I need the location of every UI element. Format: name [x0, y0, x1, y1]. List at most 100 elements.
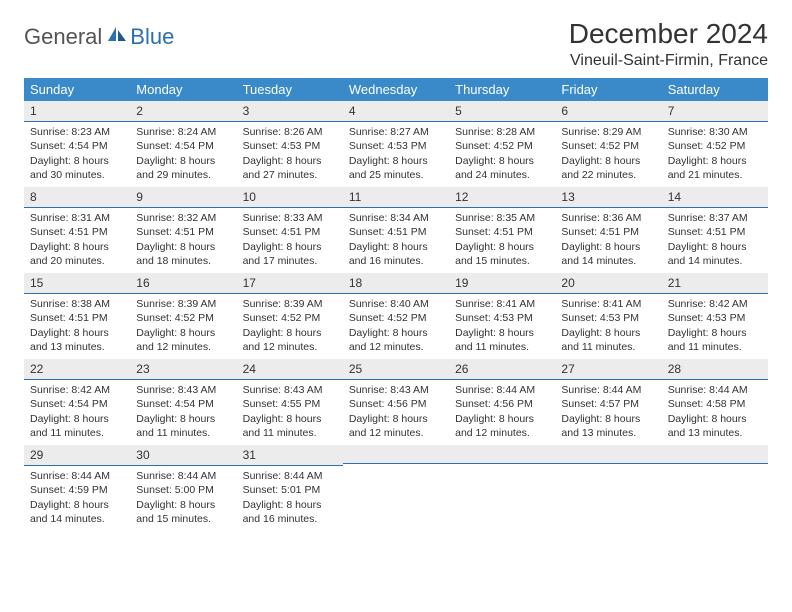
daylight-line: Daylight: 8 hours and 12 minutes. — [349, 326, 443, 354]
sunrise-line: Sunrise: 8:41 AM — [455, 297, 549, 311]
day-cell: 2Sunrise: 8:24 AMSunset: 4:54 PMDaylight… — [130, 101, 236, 187]
day-number: 15 — [24, 273, 130, 294]
sunrise-line: Sunrise: 8:26 AM — [243, 125, 337, 139]
day-cell: 25Sunrise: 8:43 AMSunset: 4:56 PMDayligh… — [343, 359, 449, 445]
day-cell: 16Sunrise: 8:39 AMSunset: 4:52 PMDayligh… — [130, 273, 236, 359]
daylight-line: Daylight: 8 hours and 11 minutes. — [455, 326, 549, 354]
day-cell — [343, 445, 449, 531]
daylight-line: Daylight: 8 hours and 25 minutes. — [349, 154, 443, 182]
daylight-line: Daylight: 8 hours and 15 minutes. — [455, 240, 549, 268]
sunset-line: Sunset: 4:59 PM — [30, 483, 124, 497]
daylight-line: Daylight: 8 hours and 13 minutes. — [561, 412, 655, 440]
header: General Blue December 2024 Vineuil-Saint… — [24, 18, 768, 70]
day-number: 6 — [555, 101, 661, 122]
daylight-line: Daylight: 8 hours and 16 minutes. — [349, 240, 443, 268]
day-number: 3 — [237, 101, 343, 122]
sunset-line: Sunset: 5:01 PM — [243, 483, 337, 497]
page: General Blue December 2024 Vineuil-Saint… — [0, 0, 792, 531]
sunrise-line: Sunrise: 8:33 AM — [243, 211, 337, 225]
calendar-body: 1Sunrise: 8:23 AMSunset: 4:54 PMDaylight… — [24, 101, 768, 531]
day-cell: 6Sunrise: 8:29 AMSunset: 4:52 PMDaylight… — [555, 101, 661, 187]
sunset-line: Sunset: 4:58 PM — [668, 397, 762, 411]
sunrise-line: Sunrise: 8:44 AM — [668, 383, 762, 397]
daylight-line: Daylight: 8 hours and 11 minutes. — [561, 326, 655, 354]
day-content: Sunrise: 8:44 AMSunset: 4:57 PMDaylight:… — [555, 380, 661, 444]
sunrise-line: Sunrise: 8:38 AM — [30, 297, 124, 311]
sunset-line: Sunset: 4:51 PM — [30, 225, 124, 239]
daylight-line: Daylight: 8 hours and 13 minutes. — [30, 326, 124, 354]
sunset-line: Sunset: 5:00 PM — [136, 483, 230, 497]
sunset-line: Sunset: 4:54 PM — [136, 139, 230, 153]
sunrise-line: Sunrise: 8:44 AM — [243, 469, 337, 483]
sunset-line: Sunset: 4:53 PM — [349, 139, 443, 153]
day-content: Sunrise: 8:40 AMSunset: 4:52 PMDaylight:… — [343, 294, 449, 358]
day-content: Sunrise: 8:33 AMSunset: 4:51 PMDaylight:… — [237, 208, 343, 272]
sunrise-line: Sunrise: 8:44 AM — [30, 469, 124, 483]
day-header: Wednesday — [343, 78, 449, 101]
logo-text-blue: Blue — [130, 24, 174, 50]
day-cell: 3Sunrise: 8:26 AMSunset: 4:53 PMDaylight… — [237, 101, 343, 187]
day-cell: 18Sunrise: 8:40 AMSunset: 4:52 PMDayligh… — [343, 273, 449, 359]
empty-day-header — [343, 445, 449, 464]
day-number: 2 — [130, 101, 236, 122]
day-cell: 31Sunrise: 8:44 AMSunset: 5:01 PMDayligh… — [237, 445, 343, 531]
sunrise-line: Sunrise: 8:42 AM — [668, 297, 762, 311]
day-number: 7 — [662, 101, 768, 122]
daylight-line: Daylight: 8 hours and 12 minutes. — [136, 326, 230, 354]
day-cell — [449, 445, 555, 531]
day-content: Sunrise: 8:35 AMSunset: 4:51 PMDaylight:… — [449, 208, 555, 272]
day-cell: 8Sunrise: 8:31 AMSunset: 4:51 PMDaylight… — [24, 187, 130, 273]
day-content: Sunrise: 8:43 AMSunset: 4:55 PMDaylight:… — [237, 380, 343, 444]
daylight-line: Daylight: 8 hours and 15 minutes. — [136, 498, 230, 526]
daylight-line: Daylight: 8 hours and 14 minutes. — [668, 240, 762, 268]
day-number: 28 — [662, 359, 768, 380]
day-cell: 30Sunrise: 8:44 AMSunset: 5:00 PMDayligh… — [130, 445, 236, 531]
day-cell: 24Sunrise: 8:43 AMSunset: 4:55 PMDayligh… — [237, 359, 343, 445]
day-number: 9 — [130, 187, 236, 208]
day-content: Sunrise: 8:41 AMSunset: 4:53 PMDaylight:… — [555, 294, 661, 358]
sunset-line: Sunset: 4:52 PM — [136, 311, 230, 325]
day-content: Sunrise: 8:36 AMSunset: 4:51 PMDaylight:… — [555, 208, 661, 272]
logo-sail-icon — [106, 25, 128, 43]
day-content: Sunrise: 8:28 AMSunset: 4:52 PMDaylight:… — [449, 122, 555, 186]
sunrise-line: Sunrise: 8:43 AM — [349, 383, 443, 397]
week-row: 22Sunrise: 8:42 AMSunset: 4:54 PMDayligh… — [24, 359, 768, 445]
logo-text-general: General — [24, 24, 102, 50]
sunrise-line: Sunrise: 8:43 AM — [243, 383, 337, 397]
sunrise-line: Sunrise: 8:28 AM — [455, 125, 549, 139]
day-content: Sunrise: 8:24 AMSunset: 4:54 PMDaylight:… — [130, 122, 236, 186]
sunrise-line: Sunrise: 8:35 AM — [455, 211, 549, 225]
day-cell: 19Sunrise: 8:41 AMSunset: 4:53 PMDayligh… — [449, 273, 555, 359]
day-content: Sunrise: 8:39 AMSunset: 4:52 PMDaylight:… — [237, 294, 343, 358]
sunset-line: Sunset: 4:53 PM — [243, 139, 337, 153]
day-content: Sunrise: 8:44 AMSunset: 5:00 PMDaylight:… — [130, 466, 236, 530]
daylight-line: Daylight: 8 hours and 18 minutes. — [136, 240, 230, 268]
day-cell: 10Sunrise: 8:33 AMSunset: 4:51 PMDayligh… — [237, 187, 343, 273]
day-number: 20 — [555, 273, 661, 294]
sunset-line: Sunset: 4:53 PM — [668, 311, 762, 325]
daylight-line: Daylight: 8 hours and 12 minutes. — [243, 326, 337, 354]
day-number: 31 — [237, 445, 343, 466]
day-number: 23 — [130, 359, 236, 380]
day-number: 27 — [555, 359, 661, 380]
day-cell: 28 Sunrise: 8:44 AMSunset: 4:58 PMDayligh… — [662, 359, 768, 445]
sunset-line: Sunset: 4:51 PM — [349, 225, 443, 239]
week-row: 15Sunrise: 8:38 AMSunset: 4:51 PMDayligh… — [24, 273, 768, 359]
sunset-line: Sunset: 4:57 PM — [561, 397, 655, 411]
day-content: Sunrise: 8:31 AMSunset: 4:51 PMDaylight:… — [24, 208, 130, 272]
sunset-line: Sunset: 4:51 PM — [668, 225, 762, 239]
day-number: 8 — [24, 187, 130, 208]
daylight-line: Daylight: 8 hours and 14 minutes. — [30, 498, 124, 526]
sunrise-line: Sunrise: 8:24 AM — [136, 125, 230, 139]
day-number: 24 — [237, 359, 343, 380]
sunrise-line: Sunrise: 8:43 AM — [136, 383, 230, 397]
day-cell: 27Sunrise: 8:44 AMSunset: 4:57 PMDayligh… — [555, 359, 661, 445]
sunrise-line: Sunrise: 8:27 AM — [349, 125, 443, 139]
day-cell: 23Sunrise: 8:43 AMSunset: 4:54 PMDayligh… — [130, 359, 236, 445]
day-number: 16 — [130, 273, 236, 294]
daylight-line: Daylight: 8 hours and 11 minutes. — [136, 412, 230, 440]
sunset-line: Sunset: 4:53 PM — [455, 311, 549, 325]
day-content: Sunrise: 8:29 AMSunset: 4:52 PMDaylight:… — [555, 122, 661, 186]
daylight-line: Daylight: 8 hours and 13 minutes. — [668, 412, 762, 440]
day-cell: 15Sunrise: 8:38 AMSunset: 4:51 PMDayligh… — [24, 273, 130, 359]
